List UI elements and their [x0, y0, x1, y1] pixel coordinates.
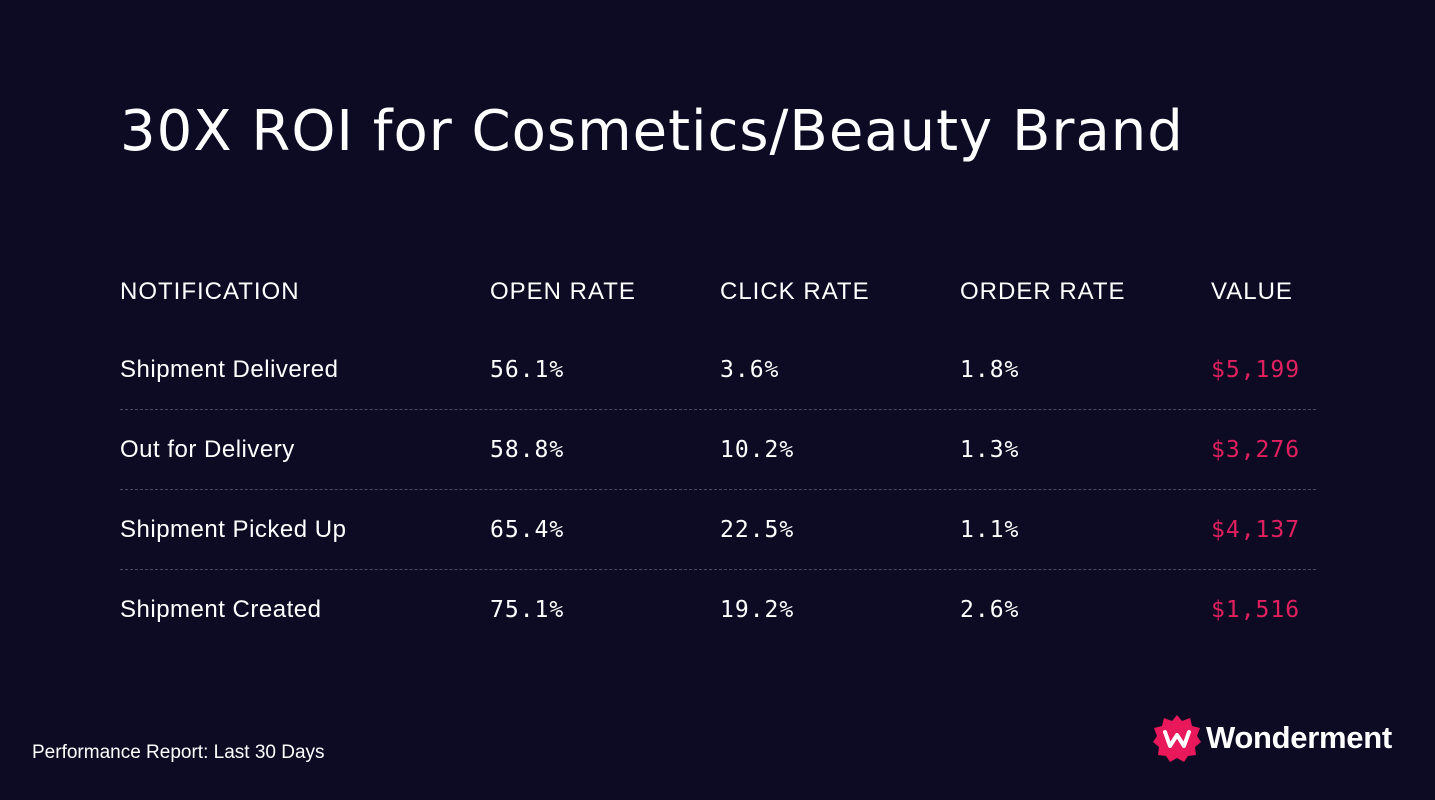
brand-name: Wonderment	[1206, 720, 1392, 755]
table-row: Shipment Picked Up 65.4% 22.5% 1.1% $4,1…	[120, 489, 1316, 569]
order-rate-cell: 2.6%	[960, 596, 1020, 623]
open-rate-cell: 56.1%	[490, 356, 565, 383]
logo-w-mark	[1163, 730, 1191, 748]
open-rate-cell: 75.1%	[490, 596, 565, 623]
open-rate-cell: 58.8%	[490, 436, 565, 463]
value-cell: $4,137	[1211, 516, 1301, 543]
report-period-note: Performance Report: Last 30 Days	[32, 742, 325, 763]
click-rate-cell: 3.6%	[720, 356, 780, 383]
brand-logo: Wonderment	[1152, 713, 1392, 763]
table-header-row: NOTIFICATION OPEN RATE CLICK RATE ORDER …	[120, 250, 1316, 330]
notification-cell: Shipment Created	[120, 595, 322, 623]
click-rate-cell: 19.2%	[720, 596, 795, 623]
notification-cell: Out for Delivery	[120, 435, 295, 463]
column-header-value: VALUE	[1211, 278, 1293, 305]
notification-cell: Shipment Delivered	[120, 355, 339, 383]
wonderment-logo-icon	[1153, 715, 1201, 762]
order-rate-cell: 1.1%	[960, 516, 1020, 543]
column-header-notification: NOTIFICATION	[120, 278, 300, 305]
roi-table: NOTIFICATION OPEN RATE CLICK RATE ORDER …	[120, 250, 1316, 649]
order-rate-cell: 1.3%	[960, 436, 1020, 463]
value-cell: $1,516	[1211, 596, 1301, 623]
table-row: Shipment Created 75.1% 19.2% 2.6% $1,516	[120, 569, 1316, 649]
click-rate-cell: 22.5%	[720, 516, 795, 543]
column-header-open-rate: OPEN RATE	[490, 278, 636, 305]
column-header-click-rate: CLICK RATE	[720, 278, 870, 305]
table-row: Shipment Delivered 56.1% 3.6% 1.8% $5,19…	[120, 330, 1316, 409]
order-rate-cell: 1.8%	[960, 356, 1020, 383]
page-title: 30X ROI for Cosmetics/Beauty Brand	[120, 99, 1184, 164]
table-row: Out for Delivery 58.8% 10.2% 1.3% $3,276	[120, 409, 1316, 489]
value-cell: $3,276	[1211, 436, 1301, 463]
notification-cell: Shipment Picked Up	[120, 515, 347, 543]
click-rate-cell: 10.2%	[720, 436, 795, 463]
value-cell: $5,199	[1211, 356, 1301, 383]
column-header-order-rate: ORDER RATE	[960, 278, 1126, 305]
open-rate-cell: 65.4%	[490, 516, 565, 543]
